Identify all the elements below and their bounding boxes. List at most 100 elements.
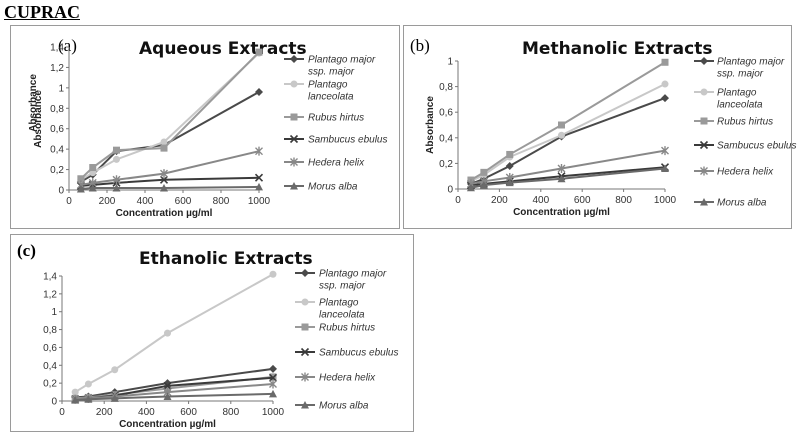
plot-area — [466, 58, 670, 192]
x-tick-label: 800 — [615, 195, 632, 206]
x-tick-label: 600 — [180, 407, 197, 418]
x-tick-label: 1000 — [262, 407, 285, 418]
y-tick-label: 0 — [447, 185, 453, 196]
y-tick-label: 0,4 — [43, 361, 57, 372]
x-tick-label: 600 — [175, 196, 192, 207]
data-point — [163, 381, 172, 390]
x-tick-label: 1000 — [248, 196, 271, 207]
y-tick-label: 0,6 — [43, 343, 57, 354]
legend-swatch-marker — [700, 198, 708, 206]
x-axis-title: Concentration µg/ml — [119, 419, 216, 430]
y-tick-label: 0,4 — [439, 133, 453, 144]
series-line — [470, 61, 666, 181]
x-tick-label: 200 — [99, 196, 116, 207]
panel-label: (a) — [58, 36, 77, 55]
legend-label: Sambucus ebulus — [717, 141, 797, 152]
series-line — [75, 367, 274, 399]
data-point — [84, 395, 93, 403]
y-axis-title: Absorbance — [425, 96, 436, 154]
x-tick-label: 1000 — [654, 195, 677, 206]
data-point — [255, 48, 263, 56]
legend-item: Morus alba — [284, 182, 358, 193]
legend-label: Hedera helix — [308, 158, 365, 169]
data-point — [84, 380, 92, 388]
legend-item: Rubus hirtus — [284, 113, 364, 124]
data-point — [160, 138, 168, 146]
legend-label: Hedera helix — [717, 167, 774, 178]
legend-label: Plantago major — [308, 55, 376, 66]
data-point — [110, 394, 119, 402]
legend-label: Rubus hirtus — [308, 113, 364, 124]
chart-svg: 0 0,2 0,4 0,6 0,8 1 1,2 1,4 0 200 400 600 800 1000 Con… — [33, 43, 388, 220]
y-tick-label: 0,2 — [439, 159, 453, 170]
data-point — [111, 366, 119, 374]
legend-swatch-marker — [301, 372, 309, 382]
data-point — [113, 146, 120, 154]
legend-label: Sambucus ebulus — [308, 135, 388, 146]
legend-swatch-marker — [700, 57, 708, 65]
legend-label: Morus alba — [319, 401, 369, 412]
legend-item: Morus alba — [295, 401, 369, 412]
legend-label: Sambucus ebulus — [319, 348, 399, 359]
x-tick-label: 0 — [455, 195, 461, 206]
legend-label: Plantago major — [717, 57, 785, 68]
x-tick-label: 400 — [138, 407, 155, 418]
legend-swatch-marker — [300, 347, 310, 357]
y-tick-label: 0,4 — [50, 145, 64, 156]
legend-item: Morus alba — [694, 198, 767, 209]
data-point — [255, 146, 263, 156]
x-tick-label: 800 — [213, 196, 230, 207]
x-tick-label: 0 — [59, 407, 65, 418]
data-point — [163, 392, 172, 401]
y-tick-label: 0,6 — [50, 124, 64, 135]
data-point — [557, 174, 566, 183]
data-point — [505, 161, 514, 170]
legend-swatch-marker — [290, 113, 298, 121]
legend-swatch-marker — [700, 117, 708, 125]
data-point — [71, 388, 79, 396]
data-point — [480, 168, 488, 176]
plot-area — [71, 270, 278, 404]
data-point — [269, 270, 277, 278]
legend-swatch-marker — [290, 80, 298, 88]
axes: 0 0,2 0,4 0,6 0,8 1 1,2 1,4 0 200 400 600 800 1000 — [50, 43, 270, 208]
chart-title: Aqueous Extracts — [139, 39, 307, 59]
legend-swatch-marker — [301, 269, 309, 277]
chart-panel-methanolic: (b) Methanolic Extracts 0 0,2 0,4 0,6 0,8 1 0 2… — [403, 25, 797, 229]
y-tick-label: 0,2 — [43, 379, 57, 390]
legend-item: Sambucus ebulus — [694, 141, 797, 152]
legend-swatch-marker — [699, 140, 709, 150]
legend-item: Sambucus ebulus — [295, 348, 399, 359]
legend-swatch-marker — [700, 88, 708, 96]
legend-label: Morus alba — [717, 198, 767, 209]
data-point — [558, 121, 565, 129]
x-tick-label: 0 — [66, 196, 72, 207]
y-tick-label: 1,2 — [50, 63, 64, 74]
data-point — [164, 329, 171, 337]
data-point — [160, 183, 168, 192]
y-tick-label: 1,4 — [50, 43, 64, 54]
legend-swatch-marker — [700, 166, 708, 176]
legend-label: Plantago — [717, 88, 757, 99]
legend-label: lanceolata — [717, 100, 763, 111]
y-tick-label: 0,8 — [439, 82, 453, 93]
x-tick-label: 400 — [137, 196, 154, 207]
y-tick-label: 1 — [447, 57, 453, 68]
chart-panel-aqueous: (a) Aqueous Extracts 0 0,2 0,4 0,6 0,8 1 1,2 1,… — [10, 25, 400, 229]
legend-label: lanceolata — [308, 92, 354, 103]
data-point — [466, 183, 475, 192]
data-point — [112, 175, 121, 185]
legend-item: Hedera helix — [284, 157, 365, 169]
data-point — [112, 183, 121, 192]
y-tick-label: 0,8 — [50, 104, 64, 115]
data-point — [661, 58, 669, 66]
legend-item: Hedera helix — [295, 372, 376, 384]
data-point — [254, 173, 264, 182]
